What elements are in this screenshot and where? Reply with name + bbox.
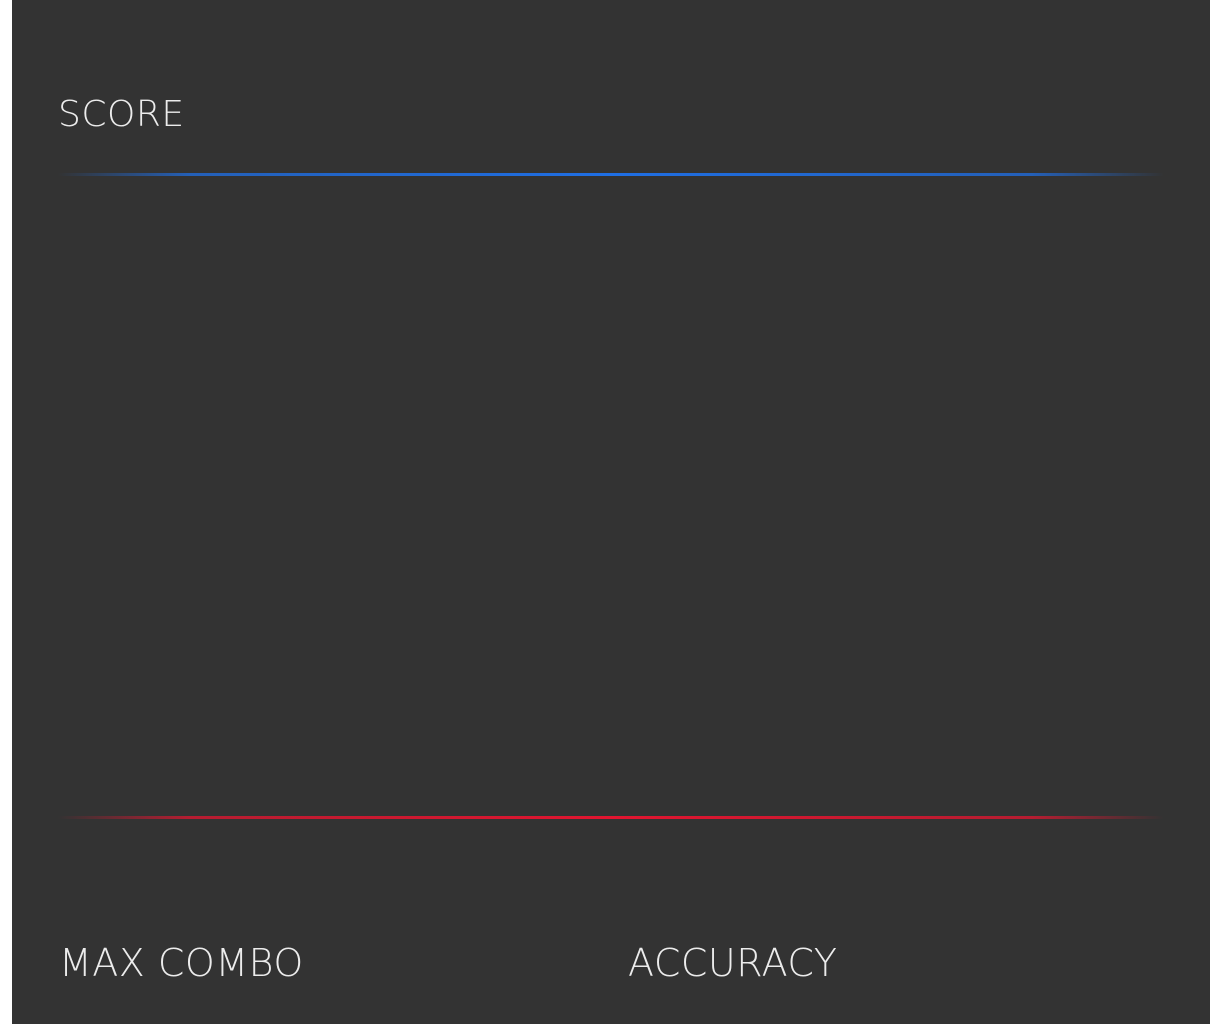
accuracy-label: ACCURACY [628, 941, 838, 985]
max-combo-label: MAX COMBO [59, 941, 304, 985]
stats-divider-red [58, 816, 1164, 819]
score-divider-blue [58, 173, 1164, 176]
score-label: SCORE [58, 94, 185, 135]
results-panel: SCORE MAX COMBO ACCURACY [12, 0, 1210, 1024]
